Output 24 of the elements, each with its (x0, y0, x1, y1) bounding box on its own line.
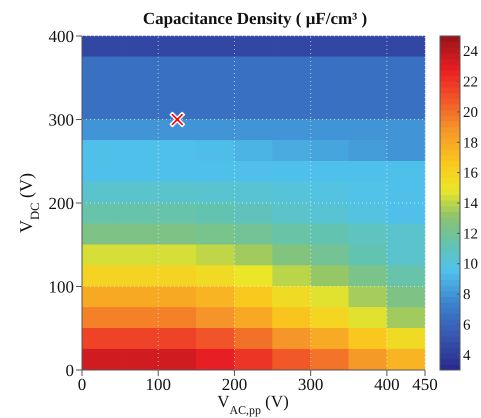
color-bar-label: 10 (463, 256, 478, 273)
color-bar-label: 24 (463, 44, 478, 60)
y-tick-label: 300 (48, 110, 74, 130)
color-bar-label: 12 (463, 226, 478, 242)
y-tick-label: 100 (48, 278, 74, 297)
x-tick-label: 0 (78, 375, 86, 394)
x-tick-label: 200 (222, 375, 248, 394)
color-bar-label: 8 (463, 287, 470, 304)
color-bar-label: 16 (463, 166, 478, 182)
color-bar-label: 20 (463, 104, 478, 121)
x-tick-label: 450 (412, 375, 438, 394)
color-bar-label: 18 (463, 135, 478, 152)
y-tick-label: 200 (48, 194, 74, 214)
x-axis-title: V$_{AC,pp}$ (V) (217, 392, 289, 417)
color-bar-label: 14 (463, 196, 478, 212)
x-tick-label: 300 (298, 375, 324, 394)
color-bar-label: 22 (463, 74, 478, 91)
y-tick-label: 400 (48, 27, 74, 46)
color-bar-label: 4 (463, 348, 471, 364)
x-tick-label: 100 (145, 375, 171, 394)
chart-title: Capacitance Density ( μF/cm³ ) (142, 9, 368, 28)
color-bar-label: 6 (463, 317, 471, 334)
y-tick-label: 0 (66, 361, 74, 380)
x-tick-label: 400 (374, 375, 400, 394)
